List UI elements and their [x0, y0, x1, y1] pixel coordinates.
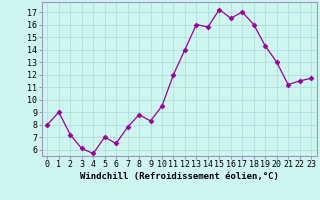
X-axis label: Windchill (Refroidissement éolien,°C): Windchill (Refroidissement éolien,°C) — [80, 172, 279, 181]
